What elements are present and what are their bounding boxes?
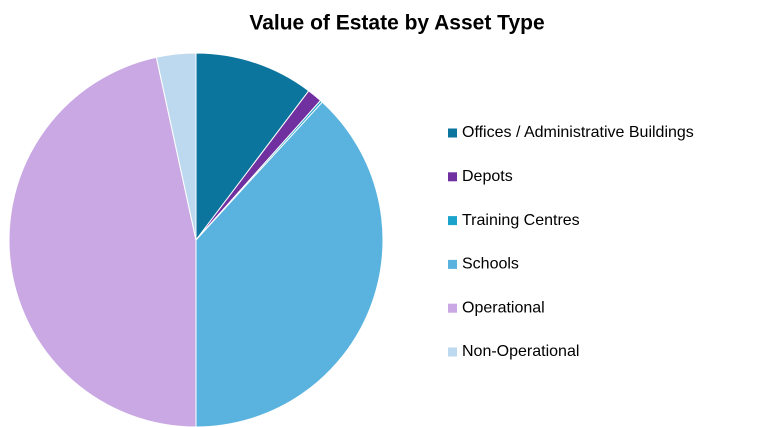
chart-title: Value of Estate by Asset Type [249,12,544,35]
legend-text: Operational [462,299,545,316]
pie-slice [195,101,384,427]
legend-swatch [448,128,457,138]
pie-slice [155,52,197,241]
legend-text: Training Centres [462,212,580,229]
legend-swatch [448,259,457,269]
legend-swatch [448,172,457,182]
legend-text: Schools [462,256,519,273]
legend-text: Offices / Administrative Buildings [462,124,694,141]
legend-text: Depots [462,168,513,185]
legend-swatch [448,347,457,357]
legend-swatch [448,216,457,226]
pie-slice [8,56,197,427]
pie-slice [195,52,310,242]
legend-text: Non-Operational [462,343,579,360]
legend-swatch [448,303,457,313]
